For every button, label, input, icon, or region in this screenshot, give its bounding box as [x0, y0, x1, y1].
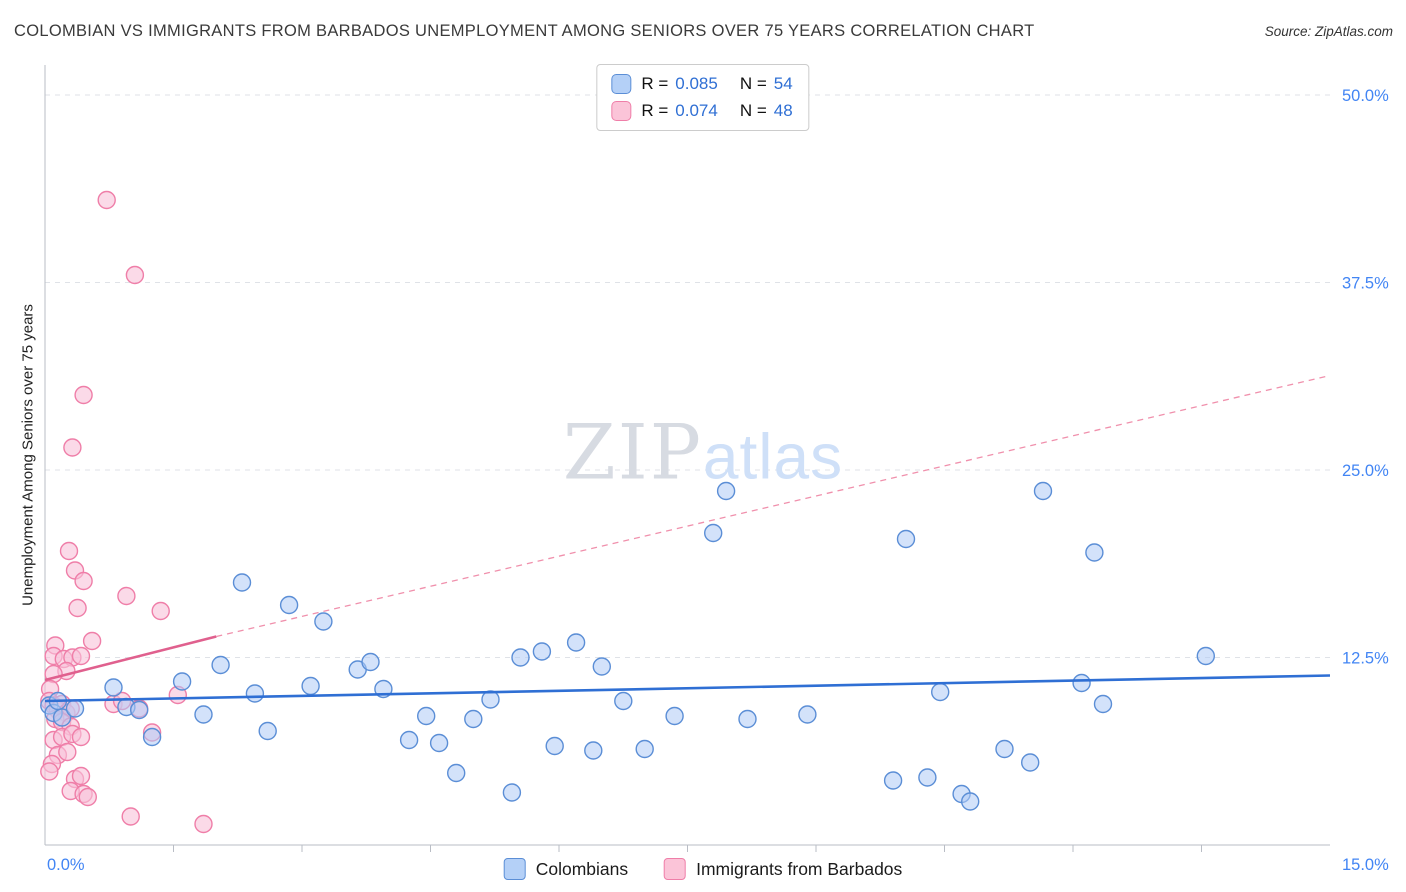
data-point-barbados — [68, 598, 87, 618]
data-point-colombians — [361, 652, 380, 672]
barbados-legend-swatch-icon — [664, 858, 687, 880]
data-point-colombians — [545, 736, 564, 756]
data-point-barbados — [194, 814, 213, 834]
data-point-barbados — [151, 601, 170, 621]
legend-item-colombians: Colombians — [503, 858, 629, 880]
data-point-colombians — [65, 699, 85, 718]
r-label: R = — [641, 74, 669, 93]
data-point-colombians — [614, 691, 633, 711]
n-label: N = — [739, 101, 767, 120]
data-point-colombians — [532, 642, 552, 661]
data-point-colombians — [592, 657, 611, 676]
x-axis-max-label: 15.0% — [1342, 856, 1389, 874]
barbados-swatch-icon — [611, 101, 632, 121]
data-point-colombians — [258, 721, 277, 741]
data-point-colombians — [245, 684, 265, 703]
data-point-colombians — [665, 706, 684, 726]
data-point-colombians — [417, 706, 436, 726]
data-point-colombians — [961, 792, 980, 811]
data-point-barbados — [125, 265, 145, 285]
data-point-colombians — [511, 648, 530, 667]
legend-label: Immigrants from Barbados — [696, 858, 903, 879]
data-point-colombians — [1033, 481, 1053, 501]
data-point-colombians — [566, 633, 586, 652]
r-value: 0.074 — [675, 101, 718, 120]
data-point-barbados — [82, 631, 102, 651]
colombians-legend-swatch-icon — [503, 858, 526, 880]
data-point-barbados — [117, 586, 136, 606]
trend-line-barbados — [44, 635, 217, 682]
n-value: 48 — [773, 101, 793, 120]
data-point-barbados — [63, 438, 82, 457]
data-point-colombians — [104, 678, 123, 697]
data-point-colombians — [314, 612, 333, 631]
stats-row-colombians: R = 0.085 N = 54 — [611, 74, 793, 94]
data-point-colombians — [194, 705, 213, 724]
data-point-barbados — [121, 807, 140, 826]
data-point-colombians — [896, 529, 916, 549]
data-point-colombians — [1196, 646, 1216, 666]
data-point-colombians — [502, 783, 522, 802]
data-point-colombians — [211, 655, 230, 675]
data-point-colombians — [172, 672, 192, 691]
legend-item-barbados: Immigrants from Barbados — [664, 858, 902, 880]
data-point-barbados — [71, 766, 91, 786]
n-label: N = — [739, 74, 767, 93]
legend-label: Colombians — [535, 858, 629, 879]
colombians-swatch-icon — [611, 74, 632, 94]
data-point-barbados — [78, 787, 98, 807]
data-point-colombians — [399, 730, 419, 750]
data-point-barbados — [71, 646, 91, 666]
data-point-colombians — [931, 682, 950, 702]
data-point-colombians — [716, 481, 736, 501]
data-point-colombians — [232, 573, 252, 592]
data-point-barbados — [97, 190, 116, 210]
r-label: R = — [641, 101, 669, 120]
data-point-colombians — [142, 727, 162, 747]
data-point-colombians — [635, 739, 654, 759]
data-point-colombians — [738, 709, 757, 729]
data-point-colombians — [704, 523, 723, 543]
data-point-colombians — [301, 676, 320, 696]
series-legend: Colombians Immigrants from Barbados — [503, 858, 902, 880]
n-value: 54 — [773, 74, 793, 93]
stats-legend-box: R = 0.085 N = 54 R = 0.074 N = 48 — [596, 64, 810, 131]
data-point-colombians — [1085, 543, 1104, 562]
y-axis-tick-label: 50.0% — [1342, 87, 1389, 105]
source-label: Source: ZipAtlas.com — [1264, 24, 1393, 39]
x-axis-min-label: 0.0% — [47, 856, 85, 874]
r-value: 0.085 — [675, 74, 718, 93]
data-point-colombians — [883, 771, 903, 790]
data-point-colombians — [1093, 694, 1113, 714]
data-point-barbados — [59, 541, 79, 561]
y-axis-tick-label: 37.5% — [1342, 275, 1389, 293]
data-point-colombians — [798, 705, 817, 724]
data-point-colombians — [52, 708, 72, 727]
data-point-colombians — [429, 733, 449, 753]
data-point-colombians — [1072, 673, 1091, 693]
data-point-colombians — [129, 700, 149, 720]
data-point-colombians — [584, 741, 603, 760]
data-point-colombians — [447, 763, 466, 783]
data-point-barbados — [71, 727, 91, 747]
data-point-colombians — [1020, 753, 1040, 772]
data-point-colombians — [464, 709, 483, 729]
y-axis-tick-label: 25.0% — [1342, 462, 1389, 480]
page-title: COLOMBIAN VS IMMIGRANTS FROM BARBADOS UN… — [14, 22, 1035, 40]
data-point-barbados — [40, 762, 59, 781]
trend-line-colombians — [44, 674, 1331, 703]
y-axis-tick-label: 12.5% — [1342, 650, 1389, 668]
data-point-colombians — [918, 768, 937, 787]
data-point-barbados — [58, 742, 77, 762]
stats-row-barbados: R = 0.074 N = 48 — [611, 101, 793, 121]
data-point-colombians — [995, 739, 1014, 759]
data-point-colombians — [279, 595, 299, 615]
data-point-barbados — [74, 385, 93, 405]
data-point-barbados — [74, 571, 93, 591]
trend-line-barbados — [216, 374, 1331, 638]
